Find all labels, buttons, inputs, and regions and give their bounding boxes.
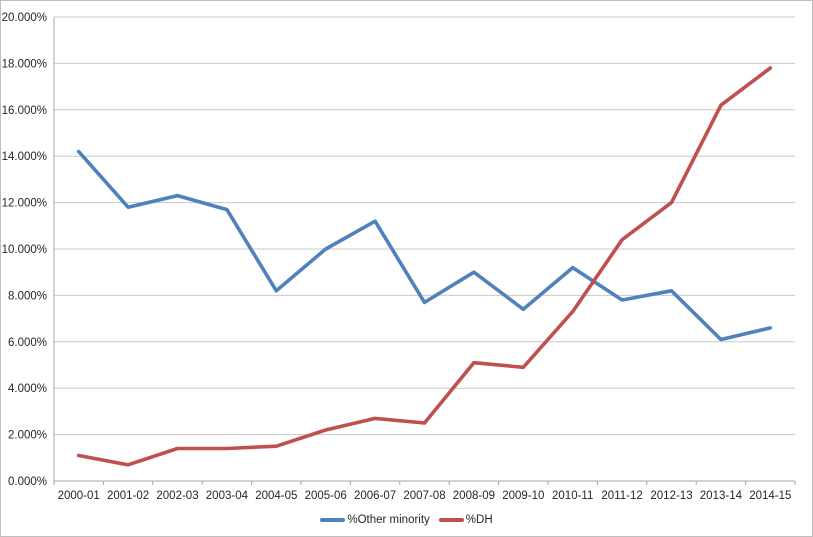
y-axis-labels: 0.000% 2.000% 4.000% 6.000% 8.000% 10.000% 12.… xyxy=(2,12,47,488)
y-tick-label: 4.000% xyxy=(8,383,47,395)
x-tick-label: 2004-05 xyxy=(255,490,297,502)
chart-legend: %Other minority %DH xyxy=(1,514,812,526)
legend-line-swatch-blue xyxy=(320,518,346,522)
y-tick-label: 6.000% xyxy=(8,337,47,349)
y-tick-label: 10.000% xyxy=(2,244,47,256)
x-axis-labels: 2000-01 2001-02 2002-03 2003-04 2004-05 2005-… xyxy=(58,490,792,502)
legend-item-other-minority: %Other minority xyxy=(320,514,430,526)
x-tick-label: 2000-01 xyxy=(58,490,100,502)
x-tick-label: 2003-04 xyxy=(206,490,249,502)
y-tick-label: 2.000% xyxy=(8,430,47,442)
x-tick-label: 2012-13 xyxy=(650,490,692,502)
x-tick-label: 2005-06 xyxy=(305,490,347,502)
gridlines xyxy=(54,16,795,482)
x-tick-label: 2001-02 xyxy=(107,490,149,502)
legend-line-swatch-red xyxy=(438,518,464,522)
y-tick-label: 12.000% xyxy=(2,198,47,210)
axes xyxy=(53,17,796,485)
x-tick-label: 2010-11 xyxy=(552,490,593,502)
y-tick-label: 0.000% xyxy=(8,476,47,488)
x-tick-label: 2006-07 xyxy=(354,490,396,502)
x-tick-label: 2002-03 xyxy=(156,490,198,502)
x-tick-label: 2013-14 xyxy=(700,490,743,502)
y-tick-label: 18.000% xyxy=(2,58,47,70)
legend-label-other-minority: %Other minority xyxy=(347,514,430,526)
x-tick-label: 2009-10 xyxy=(502,490,544,502)
x-tick-label: 2011-12 xyxy=(601,490,642,502)
series-line-dh xyxy=(76,66,773,467)
legend-label-dh: %DH xyxy=(465,514,493,526)
y-tick-label: 14.000% xyxy=(2,151,47,163)
x-tick-label: 2007-08 xyxy=(403,490,445,502)
x-tick-label: 2008-09 xyxy=(453,490,495,502)
x-tick-label: 2014-15 xyxy=(749,490,791,502)
series-line-other-minority xyxy=(76,149,773,342)
y-tick-label: 16.000% xyxy=(2,105,47,117)
legend-item-dh: %DH xyxy=(438,514,493,526)
y-tick-label: 8.000% xyxy=(8,290,47,302)
y-tick-label: 20.000% xyxy=(2,12,47,24)
